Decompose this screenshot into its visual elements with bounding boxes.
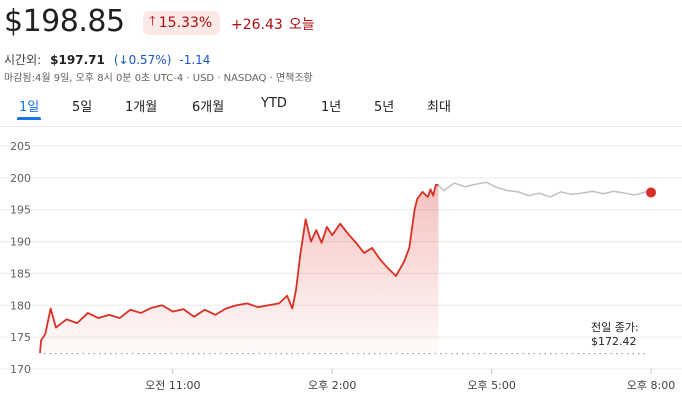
tab-ytd[interactable]: YTD (261, 96, 287, 111)
y-tick-label: 180 (10, 299, 31, 312)
x-tick-label: 오후 2:00 (308, 379, 356, 392)
change-absolute: +26.43 오늘 (231, 14, 315, 34)
tab-5y[interactable]: 5년 (374, 100, 395, 115)
arrow-down-icon: ↓ (118, 52, 129, 67)
market-status-line: 마감됨:4월 9일, 오후 8시 0분 0초 UTC-4 · USD · NAS… (4, 73, 313, 84)
y-tick-label: 185 (10, 267, 31, 280)
change-percent-badge: 🡑 15.33% (143, 11, 221, 35)
tab-6m[interactable]: 6개월 (192, 100, 225, 115)
after-hours-line (437, 181, 652, 198)
x-tick-label: 오전 11:00 (145, 379, 200, 392)
y-tick-label: 205 (10, 140, 31, 153)
arrow-up-icon: 🡑 (149, 14, 156, 29)
tab-1y[interactable]: 1년 (321, 100, 342, 115)
previous-close-callout: 전일 종가: $172.42 (591, 321, 639, 349)
y-tick-label: 190 (10, 236, 31, 249)
after-hours-row: 시간외: $197.71 (↓0.57%) -1.14 (4, 51, 210, 68)
regular-session-line (39, 183, 439, 354)
tab-1d[interactable]: 1일 (19, 100, 40, 115)
y-tick-label: 175 (10, 331, 31, 344)
y-tick-label: 195 (10, 204, 31, 217)
after-hours-change: -1.14 (179, 52, 211, 67)
change-period-label: 오늘 (288, 17, 315, 33)
after-hours-price: $197.71 (50, 52, 105, 67)
previous-close-label: 전일 종가: (591, 321, 639, 334)
divider (0, 126, 682, 127)
tab-max[interactable]: 최대 (427, 100, 451, 115)
price-chart: 170 175 180 185 190 195 200 205 오전 11:00 오후 2:00 오… (0, 140, 682, 392)
last-price-dot (646, 187, 656, 198)
after-hours-percent-value: 0.57% (128, 52, 167, 67)
after-hours-label: 시간외: (4, 53, 42, 67)
y-tick-label: 200 (10, 172, 31, 185)
change-percent: 15.33% (158, 15, 213, 31)
change-absolute-value: +26.43 (231, 17, 283, 33)
x-tick-label: 오후 5:00 (467, 379, 515, 392)
tab-1m[interactable]: 1개월 (125, 100, 158, 115)
after-hours-percent: (↓0.57%) (113, 52, 172, 67)
tab-5d[interactable]: 5일 (72, 100, 93, 115)
y-tick-label: 170 (10, 363, 31, 376)
active-tab-indicator (17, 117, 41, 120)
x-tick-label: 오후 8:00 (627, 379, 675, 392)
stock-price: $198.85 (4, 4, 125, 39)
previous-close-value: $172.42 (591, 335, 637, 348)
